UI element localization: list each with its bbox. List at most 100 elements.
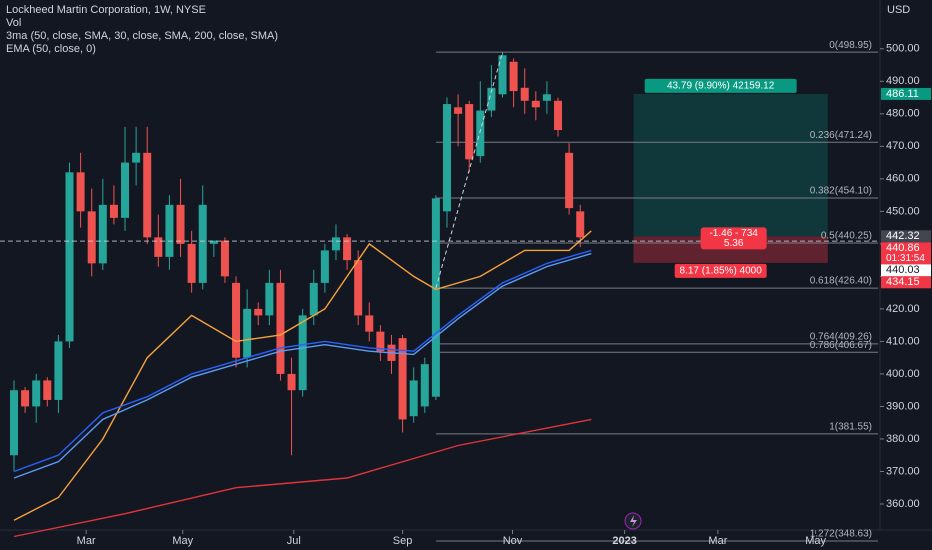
candle-body xyxy=(376,331,385,352)
candle-body xyxy=(454,107,463,114)
countdown-label: 01:31:54 xyxy=(886,253,925,264)
y-tick-label: 390.00 xyxy=(886,400,920,412)
price-label-bg xyxy=(881,87,931,100)
candle-body xyxy=(498,55,507,95)
target-label-bg xyxy=(644,78,797,93)
y-tick-label: 450.00 xyxy=(886,205,920,217)
fib-label: 0.786(406.67) xyxy=(810,340,872,351)
candle-body xyxy=(309,282,318,316)
fib-label: 1.272(348.63) xyxy=(810,529,872,540)
candle-body xyxy=(531,100,540,108)
y-tick-label: 480.00 xyxy=(886,108,920,120)
candle-body xyxy=(509,61,518,92)
fib-label: 0.382(454.10) xyxy=(810,186,872,197)
candle-body xyxy=(287,373,296,391)
candle-body xyxy=(243,308,252,358)
candle-body xyxy=(343,237,352,261)
chart-title: Lockheed Martin Corporation, 1W, NYSE xyxy=(6,4,206,16)
y-tick-label: 490.00 xyxy=(886,75,920,87)
fib-label: 0.5(440.25) xyxy=(821,231,872,242)
price-label-bg xyxy=(881,276,931,289)
candle-body xyxy=(43,380,52,400)
candle-body xyxy=(109,204,118,218)
center-label: 5.36 xyxy=(724,238,744,249)
candle-body xyxy=(354,260,363,316)
candle-body xyxy=(165,204,174,257)
fib-label: 1(381.55) xyxy=(829,422,872,433)
y-tick-label: 470.00 xyxy=(886,140,920,152)
ma-line xyxy=(13,249,592,473)
candle-body xyxy=(487,87,496,111)
candle-body xyxy=(21,390,30,407)
candle-body xyxy=(198,204,207,283)
x-tick-label: Jul xyxy=(287,535,301,547)
candle-body xyxy=(254,308,263,316)
currency-label: USD xyxy=(887,4,910,16)
price-label: 440.86 xyxy=(886,242,920,254)
fib-label: 0.618(426.40) xyxy=(810,276,872,287)
center-label: -1.46 - 734 xyxy=(709,228,758,239)
center-label-bg xyxy=(700,227,767,250)
x-tick-label: May xyxy=(172,535,193,547)
y-tick-label: 500.00 xyxy=(886,43,920,55)
y-tick-label: 420.00 xyxy=(886,303,920,315)
y-tick-label: 410.00 xyxy=(886,335,920,347)
candle-body xyxy=(209,240,218,244)
candle-body xyxy=(331,237,340,251)
candle-body xyxy=(154,237,163,257)
candle-body xyxy=(132,152,141,163)
candle-body xyxy=(265,282,274,316)
candle-body xyxy=(98,204,107,264)
y-tick-label: 460.00 xyxy=(886,173,920,185)
candle-body xyxy=(320,250,329,283)
ma-line xyxy=(13,252,592,479)
candle-body xyxy=(87,211,96,264)
indicator-label: Vol xyxy=(6,17,21,29)
lightning-icon xyxy=(630,515,637,527)
fib-label: 0.764(409.26) xyxy=(810,331,872,342)
candle-body xyxy=(420,364,429,407)
indicator-label: 3ma (50, close, SMA, 30, close, SMA, 200… xyxy=(6,30,278,42)
y-tick-label: 360.00 xyxy=(886,498,920,510)
target-zone xyxy=(633,93,828,237)
ma-line xyxy=(13,230,592,521)
stop-label-bg xyxy=(674,263,767,278)
y-tick-label: 370.00 xyxy=(886,465,920,477)
candle-body xyxy=(32,380,41,407)
candle-body xyxy=(442,104,451,212)
price-label: 442.32 xyxy=(886,230,920,242)
x-tick-label: Mar xyxy=(77,535,96,547)
fib-label: 0(498.95) xyxy=(829,40,872,51)
candle-body xyxy=(520,87,529,101)
candle-body xyxy=(409,380,418,417)
candle-body xyxy=(554,100,563,131)
candle-body xyxy=(143,152,152,238)
candle-body xyxy=(476,110,485,157)
candle-body xyxy=(465,104,474,160)
fib-label: 0.236(471.24) xyxy=(810,130,872,141)
target-label: 43.79 (9.90%) 42159.12 xyxy=(667,81,775,92)
candle-body xyxy=(54,341,63,400)
x-tick-label: Sep xyxy=(393,535,413,547)
candle-body xyxy=(232,282,241,358)
x-tick-label: May xyxy=(805,535,826,547)
candle-body xyxy=(9,390,18,456)
candle-body xyxy=(176,204,185,244)
price-label-bg xyxy=(881,242,931,265)
y-tick-label: 380.00 xyxy=(886,433,920,445)
candle-body xyxy=(187,243,196,283)
price-label-bg xyxy=(881,264,931,277)
stop-label: 8.17 (1.85%) 4000 xyxy=(680,266,763,277)
ma-line xyxy=(13,418,592,538)
plot: 0(498.95) 0.236(471.24) 0.382(454.10) 0.5(4… xyxy=(0,40,880,542)
y-tick-label: 400.00 xyxy=(886,368,920,380)
candle-body xyxy=(565,152,574,209)
indicator-label: EMA (50, close, 0) xyxy=(6,43,96,55)
candle-body xyxy=(276,282,285,374)
candle-body xyxy=(542,94,551,101)
x-tick-label: Nov xyxy=(503,535,523,547)
candle-body xyxy=(576,211,585,238)
candle-body xyxy=(76,172,85,212)
overlay: 360.00 370.00 380.00 390.00 400.00 410.00 420.… xyxy=(77,43,931,547)
